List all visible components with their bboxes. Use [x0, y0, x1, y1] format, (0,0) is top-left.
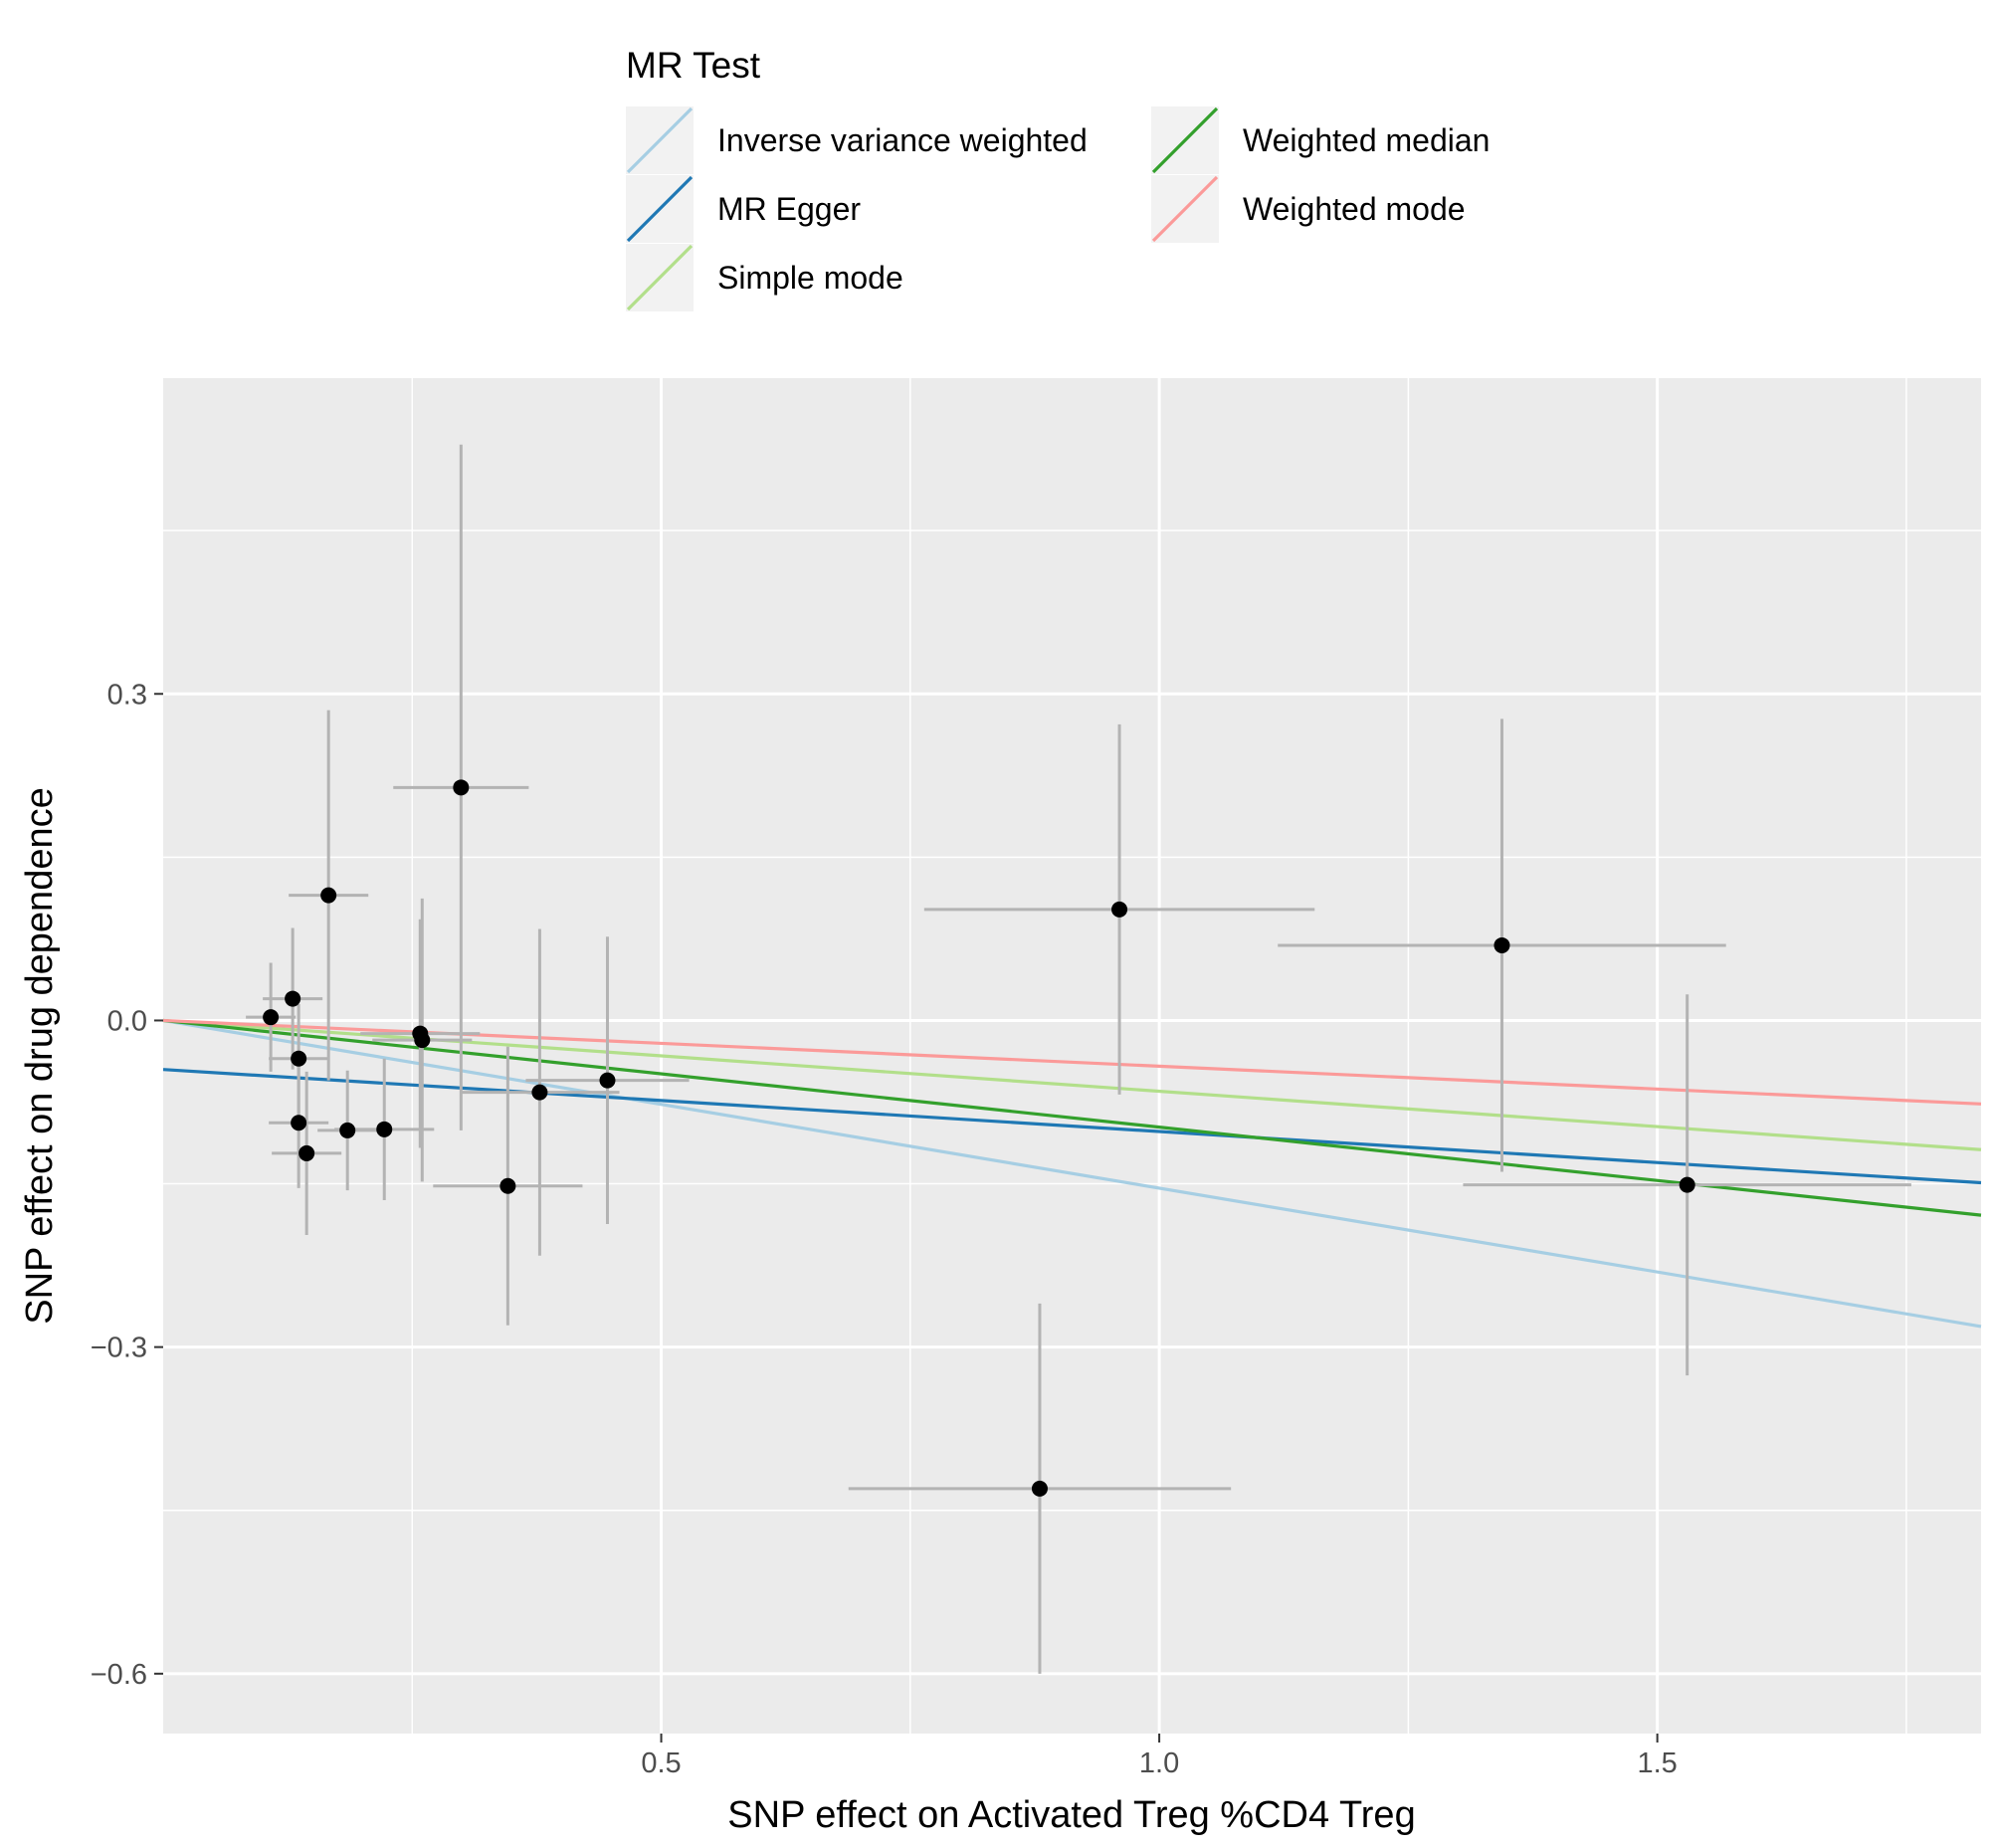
data-point: [339, 1122, 356, 1138]
fit-line-weighted-median: [162, 1018, 1982, 1217]
x-axis: 0.5 1.0 1.5: [641, 1734, 1678, 1779]
legend-label: Weighted mode: [1243, 191, 1466, 227]
fit-line-simple-mode: [162, 1018, 1982, 1151]
data-point: [531, 1084, 548, 1101]
x-tick-label: 1.5: [1637, 1747, 1677, 1779]
data-point: [453, 779, 470, 796]
y-axis-title: SNP effect on drug dependence: [19, 787, 61, 1324]
x-tick-label: 0.5: [641, 1747, 681, 1779]
y-tick-label: 0.0: [107, 1005, 147, 1037]
data-point: [1031, 1480, 1048, 1497]
data-point: [414, 1032, 431, 1049]
plot-panel: [163, 378, 1981, 1734]
data-point: [376, 1121, 393, 1137]
data-point: [320, 887, 337, 904]
data-point: [599, 1072, 616, 1089]
x-tick-label: 1.0: [1139, 1747, 1179, 1779]
legend-label: MR Egger: [717, 191, 861, 227]
grid-lines: [163, 378, 1981, 1734]
legend-label: Simple mode: [717, 260, 903, 296]
legend-key-line: [1151, 106, 1219, 174]
legend-label: Weighted median: [1243, 122, 1490, 158]
legend-key-line: [626, 244, 694, 311]
data-point: [1679, 1176, 1695, 1193]
y-axis: 0.3 0.0 −0.3 −0.6: [91, 679, 163, 1691]
data-point: [263, 1009, 280, 1026]
legend: MR Test Inverse variance weighted MR Egge…: [626, 45, 1490, 311]
data-point: [1493, 936, 1510, 953]
data-points: [263, 779, 1695, 1497]
y-tick-label: 0.3: [107, 679, 147, 711]
fit-line-inverse-variance-weighted: [162, 1018, 1982, 1329]
legend-title: MR Test: [626, 45, 761, 86]
y-tick-label: −0.3: [91, 1333, 147, 1364]
fit-line-mr-egger: [162, 1068, 1982, 1185]
legend-label: Inverse variance weighted: [717, 122, 1088, 158]
data-point: [1111, 901, 1128, 918]
data-point: [298, 1144, 315, 1161]
y-tick-label: −0.6: [91, 1659, 147, 1691]
data-point: [291, 1050, 307, 1067]
data-point: [285, 990, 301, 1007]
x-axis-title: SNP effect on Activated Treg %CD4 Treg: [727, 1794, 1415, 1836]
data-point: [291, 1115, 307, 1131]
legend-key-line: [1151, 175, 1219, 243]
data-point: [499, 1177, 516, 1194]
legend-key-line: [626, 175, 694, 243]
legend-key-line: [626, 106, 694, 174]
